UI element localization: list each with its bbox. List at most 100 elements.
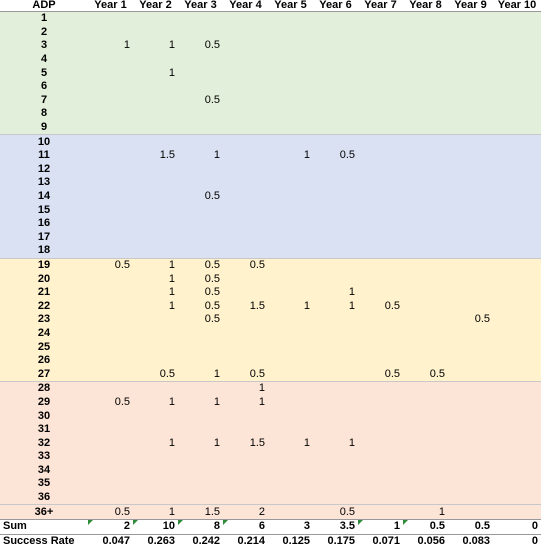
cell xyxy=(313,340,358,354)
data-row: 35 xyxy=(0,477,541,491)
cell xyxy=(178,340,223,354)
cell xyxy=(313,313,358,327)
cell: 0.5 xyxy=(178,272,223,286)
cell xyxy=(448,422,493,437)
cell xyxy=(448,107,493,121)
cell xyxy=(178,381,223,396)
data-row: 24 xyxy=(0,326,541,341)
footer-cell: 0.047 xyxy=(88,533,133,549)
cell xyxy=(223,107,268,121)
cell: 0.5 xyxy=(313,504,358,520)
cell xyxy=(313,107,358,121)
row-label: 2 xyxy=(0,25,88,40)
cell xyxy=(178,52,223,67)
cell xyxy=(223,230,268,245)
cell xyxy=(133,353,178,368)
row-label: 35 xyxy=(0,477,88,491)
cell xyxy=(223,93,268,108)
cell xyxy=(133,107,178,121)
cell xyxy=(88,25,133,40)
cell xyxy=(88,381,133,396)
cell xyxy=(493,39,541,53)
cell: 1 xyxy=(313,436,358,450)
cell: 0.5 xyxy=(178,285,223,300)
cell xyxy=(358,436,403,450)
row-label: 4 xyxy=(0,52,88,67)
cell xyxy=(268,66,313,80)
cell xyxy=(448,25,493,40)
row-label: 18 xyxy=(0,244,88,259)
row-label: 9 xyxy=(0,120,88,135)
cell xyxy=(88,230,133,245)
data-row: 13 xyxy=(0,176,541,190)
column-header: Year 3 xyxy=(178,0,223,12)
cell xyxy=(358,107,403,121)
cell xyxy=(178,463,223,478)
data-row: 18 xyxy=(0,244,541,259)
cell xyxy=(178,353,223,368)
cell xyxy=(268,490,313,505)
data-row: 28 1 xyxy=(0,381,541,396)
cell xyxy=(133,463,178,478)
cell xyxy=(313,326,358,341)
cell xyxy=(268,189,313,204)
cell: 1 xyxy=(313,299,358,314)
cell xyxy=(178,422,223,437)
cell: 1 xyxy=(178,148,223,163)
cell xyxy=(448,39,493,53)
table-body: 1 2 3 1 1 0.5 4 5 1 6 7 0.5 8 9 10 11 1.5 1 1 0.5 12 13 14 0.5 1… xyxy=(0,11,541,549)
cell xyxy=(493,79,541,94)
cell xyxy=(313,244,358,259)
cell xyxy=(448,326,493,341)
cell xyxy=(88,340,133,354)
cell xyxy=(448,176,493,190)
footer-cell: 0 xyxy=(493,533,541,549)
cell xyxy=(403,79,448,94)
cell xyxy=(403,216,448,231)
cell xyxy=(268,162,313,177)
cell xyxy=(403,272,448,286)
cell xyxy=(133,120,178,135)
cell xyxy=(268,39,313,53)
cell xyxy=(403,120,448,135)
cell xyxy=(358,52,403,67)
cell xyxy=(133,313,178,327)
data-row: 11 1.5 1 1 0.5 xyxy=(0,148,541,163)
footer-label: Sum xyxy=(0,518,88,535)
column-header: Year 8 xyxy=(403,0,448,12)
cell xyxy=(358,422,403,437)
cell xyxy=(448,353,493,368)
cell: 1 xyxy=(223,381,268,396)
cell xyxy=(493,272,541,286)
column-header: Year 6 xyxy=(313,0,358,12)
cell xyxy=(313,477,358,491)
cell xyxy=(268,120,313,135)
column-header: Year 10 xyxy=(493,0,541,12)
row-label: 28 xyxy=(0,381,88,396)
cell xyxy=(448,285,493,300)
cell xyxy=(358,477,403,491)
cell: 1 xyxy=(268,148,313,163)
cell xyxy=(403,299,448,314)
cell xyxy=(178,162,223,177)
cell xyxy=(223,39,268,53)
data-row: 23 0.5 0.5 xyxy=(0,313,541,327)
cell xyxy=(268,272,313,286)
cell: 0.5 xyxy=(313,148,358,163)
cell xyxy=(403,257,448,273)
cell xyxy=(448,79,493,94)
cell xyxy=(178,409,223,423)
cell xyxy=(313,39,358,53)
cell xyxy=(223,203,268,217)
cell xyxy=(223,422,268,437)
footer-row: Sum 2 10 8 6 3 3.5 1 0.5 0.5 0 xyxy=(0,518,541,535)
cell: 0.5 xyxy=(133,367,178,382)
row-label: 19 xyxy=(0,257,88,273)
cell: 1 xyxy=(268,299,313,314)
cell xyxy=(313,11,358,26)
footer-cell: 10 xyxy=(133,518,178,535)
cell: 0.5 xyxy=(403,367,448,382)
footer-cell: 3.5 xyxy=(313,518,358,535)
cell xyxy=(313,203,358,217)
cell: 0.5 xyxy=(88,395,133,410)
